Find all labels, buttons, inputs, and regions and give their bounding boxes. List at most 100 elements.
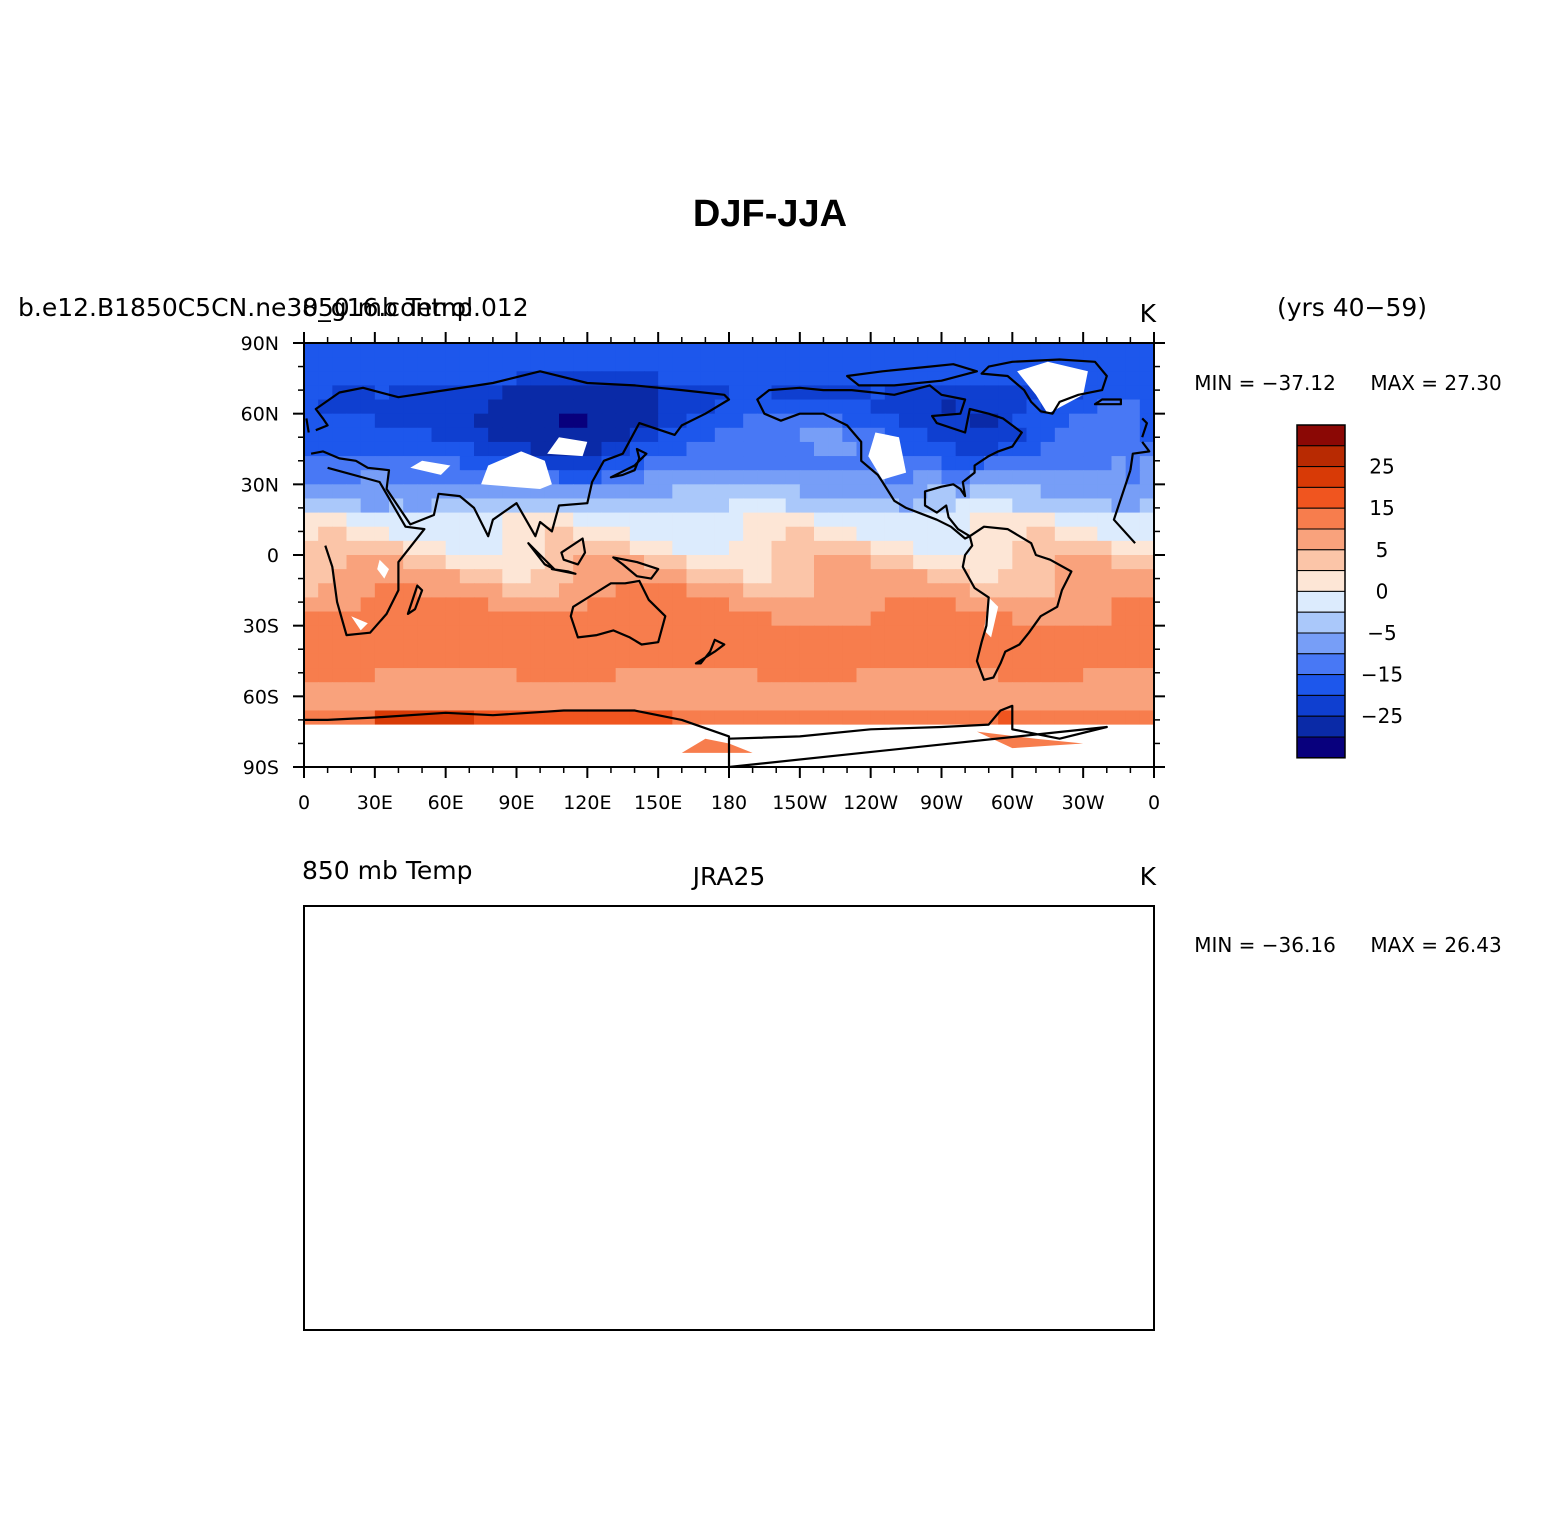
field-cell xyxy=(573,456,588,471)
field-cell xyxy=(346,569,362,584)
field-cell xyxy=(389,583,404,598)
field-cell xyxy=(1111,441,1127,457)
field-cell xyxy=(530,371,546,386)
field-cell xyxy=(389,639,404,655)
field-cell xyxy=(601,343,617,358)
years-label: (yrs 40−59) xyxy=(1277,293,1427,322)
field-cell xyxy=(431,526,447,542)
field-cell xyxy=(445,540,461,556)
field-cell xyxy=(856,399,872,415)
field-cell xyxy=(1125,385,1141,401)
field-cell xyxy=(601,555,617,570)
field-cell xyxy=(1125,611,1141,627)
field-cell xyxy=(1012,484,1028,500)
field-cell xyxy=(573,653,588,669)
field-cell xyxy=(884,540,900,556)
field-cell xyxy=(1026,710,1042,726)
field-cell xyxy=(516,611,532,627)
field-cell xyxy=(969,625,985,641)
field-cell xyxy=(431,357,447,372)
field-cell xyxy=(1139,540,1154,556)
coastline xyxy=(324,466,426,637)
field-cell xyxy=(1012,696,1028,712)
field-cell xyxy=(757,343,773,358)
field-cell xyxy=(629,427,645,443)
field-cell xyxy=(1139,399,1154,415)
field-cell xyxy=(828,498,843,514)
field-cell xyxy=(884,639,900,655)
field-cell xyxy=(828,343,843,358)
field-cell xyxy=(502,668,518,683)
field-cell xyxy=(530,498,546,514)
field-cell xyxy=(417,555,433,570)
field-cell xyxy=(346,371,362,386)
field-cell xyxy=(828,597,843,613)
field-cell xyxy=(374,371,390,386)
field-cell xyxy=(1097,639,1113,655)
field-cell xyxy=(1054,611,1070,627)
field-cell xyxy=(998,668,1013,683)
field-cell xyxy=(686,498,702,514)
field-cell xyxy=(700,512,716,528)
field-cell xyxy=(714,682,730,697)
field-cell xyxy=(644,682,659,697)
max-label: MAX = 26.43 xyxy=(1370,933,1501,957)
field-cell xyxy=(559,357,574,372)
field-cell xyxy=(318,583,333,598)
field-cell xyxy=(828,399,843,415)
field-cell xyxy=(700,611,716,627)
field-cell xyxy=(559,682,574,697)
field-cell xyxy=(856,710,872,726)
field-cell xyxy=(984,583,999,598)
field-cell xyxy=(842,413,858,429)
field-cell xyxy=(445,427,461,443)
field-cell xyxy=(332,357,348,372)
field-cell xyxy=(516,357,532,372)
field-cell xyxy=(814,668,829,683)
field-cell xyxy=(304,343,319,358)
field-cell xyxy=(1139,625,1154,641)
field-cell xyxy=(729,696,744,712)
field-cell xyxy=(672,583,688,598)
field-cell xyxy=(828,682,843,697)
field-cell xyxy=(318,427,333,443)
field-cell xyxy=(998,484,1013,500)
field-cell xyxy=(445,696,461,712)
field-cell xyxy=(1026,413,1042,429)
field-cell xyxy=(672,498,688,514)
field-cell xyxy=(757,625,773,641)
field-cell xyxy=(998,555,1013,570)
field-cell xyxy=(913,456,928,471)
field-cell xyxy=(799,427,815,443)
field-cell xyxy=(729,668,744,683)
field-cell xyxy=(644,583,659,598)
field-cell xyxy=(998,569,1013,584)
field-cell xyxy=(1111,653,1127,669)
field-cell xyxy=(884,371,900,386)
field-cell xyxy=(686,540,702,556)
field-cell xyxy=(1097,710,1113,726)
field-cell xyxy=(828,639,843,655)
field-cell xyxy=(927,696,943,712)
field-cell xyxy=(587,668,603,683)
field-cell xyxy=(899,625,914,641)
field-cell xyxy=(814,371,829,386)
colorbar-label: −5 xyxy=(1367,621,1396,645)
field-cell xyxy=(516,653,532,669)
field-cell xyxy=(743,710,758,726)
field-cell xyxy=(941,569,957,584)
field-cell xyxy=(899,710,914,726)
colorbar-box xyxy=(1296,528,1346,551)
field-cell xyxy=(488,569,503,584)
field-cell xyxy=(374,357,390,372)
field-cell xyxy=(417,611,433,627)
field-cell xyxy=(516,597,532,613)
field-cell xyxy=(969,696,985,712)
field-cell xyxy=(304,625,319,641)
x-tick-label: 30W xyxy=(1062,792,1105,814)
field-cell xyxy=(1083,710,1098,726)
field-cell xyxy=(814,639,829,655)
field-cell xyxy=(658,343,673,358)
field-cell xyxy=(672,484,688,500)
field-cell xyxy=(1040,441,1056,457)
